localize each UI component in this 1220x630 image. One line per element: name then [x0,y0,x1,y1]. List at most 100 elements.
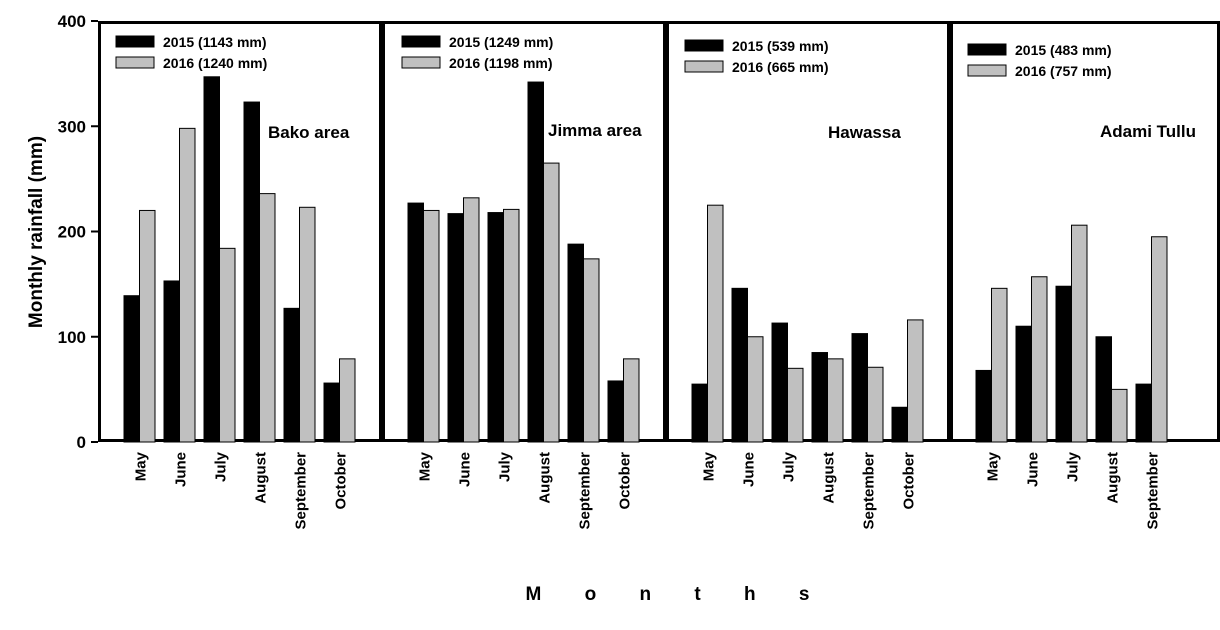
bar [139,209,156,443]
bar [811,352,828,443]
bar [503,208,520,443]
bar [123,295,140,443]
bar [607,380,624,443]
legend-swatch [967,64,1007,77]
y-tick-label: 200 [58,223,86,242]
x-tick-label: August [253,452,270,504]
x-tick-label: September [577,452,594,530]
x-tick-label: June [457,452,474,487]
bar [907,319,924,443]
x-tick-label: June [741,452,758,487]
y-tick-label: 300 [58,117,86,136]
bar [259,193,276,443]
legend-swatch [115,56,155,69]
panel: May June July August September October Hawassa… [684,38,924,530]
x-tick-label: June [173,452,190,487]
legend-label: 2015 (483 mm) [1015,42,1112,58]
panel-title: Hawassa [828,123,901,142]
y-tick-label: 0 [77,433,86,452]
x-tick-label: June [1025,452,1042,487]
bar [487,212,504,443]
x-tick-label: May [417,451,434,481]
x-tick-label: July [781,451,798,482]
bar [163,280,180,443]
x-tick-label: July [497,451,514,482]
bar [787,367,804,443]
bar [771,322,788,443]
x-tick-label: August [821,452,838,504]
x-tick-label: September [293,452,310,530]
panel-frame [382,21,666,442]
bar [219,247,236,443]
bar [1095,336,1112,443]
x-axis-title: M o n t h s [526,584,829,605]
bar [423,209,440,443]
legend-swatch [401,35,441,48]
legend-swatch [967,43,1007,56]
bar [527,81,544,443]
bar [283,307,300,443]
bar [1055,285,1072,443]
legend-label: 2015 (539 mm) [732,38,829,54]
bar [1071,224,1088,443]
x-tick-label: August [537,452,554,504]
panel-frame [98,21,382,442]
x-tick-label: May [701,451,718,481]
legend-label: 2016 (1198 mm) [449,55,553,71]
y-tick-label: 100 [58,328,86,347]
x-tick-label: May [133,451,150,481]
bar [447,213,464,443]
bar [339,358,356,443]
legend-swatch [684,60,724,73]
panel: May June July August September October Bako ar… [115,34,356,530]
bar [463,197,480,443]
x-tick-label: July [213,451,230,482]
bar [707,204,724,443]
legend-swatch [684,39,724,52]
x-tick-label: October [901,452,918,510]
panel-title: Jimma area [548,121,642,140]
bar [691,383,708,443]
bar [1111,388,1128,443]
legend-label: 2016 (665 mm) [732,59,829,75]
bar [1151,236,1168,443]
panel-frame [666,21,950,442]
bar [731,287,748,443]
panel: May June July August September October Jimma a… [401,34,642,530]
x-tick-label: September [1145,452,1162,530]
bar [179,127,196,443]
bar [203,76,220,443]
legend-label: 2015 (1249 mm) [449,34,553,50]
legend-swatch [401,56,441,69]
x-tick-label: May [985,451,1002,481]
legend-label: 2016 (1240 mm) [163,55,267,71]
legend-label: 2015 (1143 mm) [163,34,267,50]
bar [583,258,600,443]
bar [1015,325,1032,443]
bar [623,358,640,443]
bar [827,358,844,443]
bar [407,202,424,443]
x-tick-label: July [1065,451,1082,482]
bar [543,162,560,443]
x-tick-label: October [333,452,350,510]
legend-label: 2016 (757 mm) [1015,63,1112,79]
bar [851,333,868,443]
bar [323,382,340,443]
bar [299,206,316,443]
y-tick-label: 400 [58,12,86,31]
bar [867,366,884,443]
bar [747,336,764,443]
y-axis-title: Monthly rainfall (mm) [26,136,47,328]
legend-swatch [115,35,155,48]
panel: May June July August September Adami Tullu 201… [967,42,1196,530]
bar [891,406,908,443]
bar [567,243,584,443]
panel-title: Adami Tullu [1100,122,1196,141]
bar [1135,383,1152,443]
bar [975,369,992,443]
panel-title: Bako area [268,123,350,142]
x-tick-label: August [1105,452,1122,504]
x-tick-label: September [861,452,878,530]
